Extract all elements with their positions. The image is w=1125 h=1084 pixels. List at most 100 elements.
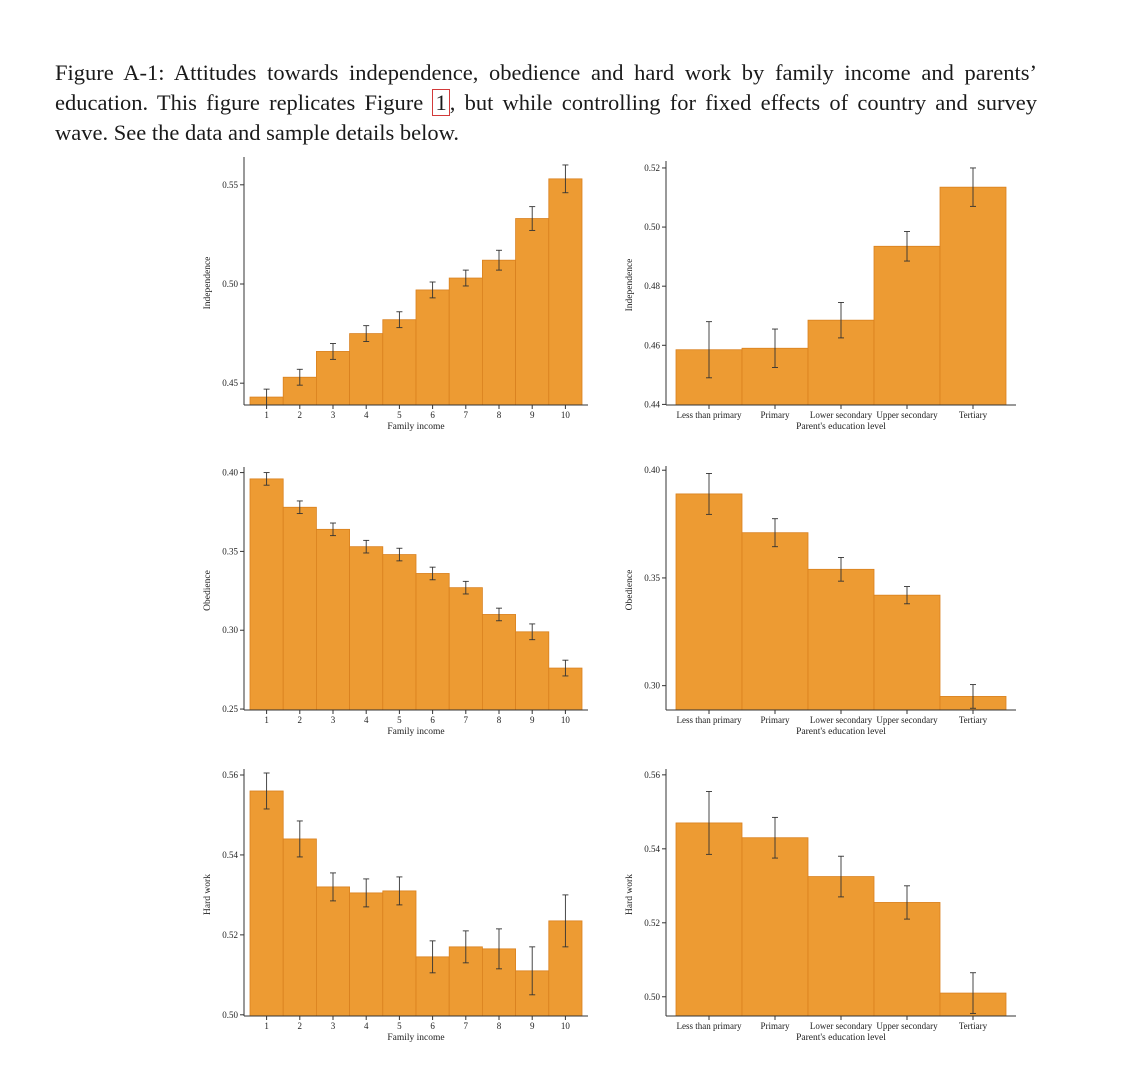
errorbar-income-obedience-4 [363, 539, 370, 554]
x-tick-label: 5 [397, 1021, 402, 1031]
x-tick-label: 7 [464, 715, 469, 725]
bar-income-hardwork-5 [382, 890, 417, 1017]
errorbar-income-independence-7 [462, 269, 469, 287]
bar-income-obedience-8 [481, 614, 516, 711]
errorbar-income-obedience-6 [429, 566, 436, 581]
errorbar-income-obedience-7 [462, 580, 469, 595]
errorbar-income-independence-2 [296, 368, 303, 386]
y-tick-label: 0.40 [644, 465, 660, 475]
x-tick-label: 10 [561, 410, 571, 420]
errorbar-income-hardwork-10 [562, 894, 569, 948]
bar-income-independence-7 [448, 277, 483, 406]
bar-education-obedience-3 [807, 568, 875, 711]
errorbar-income-obedience-8 [496, 607, 502, 622]
x-axis-title: Parent's education level [796, 727, 886, 737]
x-tick-label: 6 [430, 410, 435, 420]
bar-education-independence-4 [873, 245, 941, 406]
bar-education-obedience-2 [741, 532, 809, 711]
x-tick-label: 9 [530, 410, 535, 420]
x-tick-label: 8 [497, 410, 502, 420]
x-tick-label: Less than primary [677, 410, 742, 420]
errorbar-income-hardwork-8 [496, 928, 502, 970]
figure-reference-link[interactable]: 1 [432, 89, 450, 116]
x-tick-label: Tertiary [959, 410, 988, 420]
errorbar-income-obedience-1 [263, 472, 270, 486]
y-tick-label: 0.44 [644, 399, 660, 409]
axes-income-independence [243, 157, 588, 406]
x-tick-label: Less than primary [677, 1021, 742, 1031]
x-axis-title: Family income [387, 727, 444, 737]
y-tick-label: 0.54 [644, 844, 660, 854]
y-tick-label: 0.52 [222, 930, 238, 940]
x-tick-label: Upper secondary [876, 410, 938, 420]
x-axis-title: Parent's education level [796, 422, 886, 432]
errorbar-income-hardwork-1 [263, 772, 270, 810]
bar-income-independence-10 [548, 178, 583, 406]
errorbar-education-obedience-5 [970, 684, 976, 709]
x-tick-label: Lower secondary [810, 1021, 873, 1031]
x-tick-label: 9 [530, 1021, 535, 1031]
errorbar-income-obedience-3 [330, 522, 336, 537]
x-tick-label: Primary [761, 410, 790, 420]
bar-income-independence-5 [382, 319, 417, 406]
y-axis-title: Obedience [625, 570, 635, 611]
x-tick-label: Upper secondary [876, 1021, 938, 1031]
errorbar-income-independence-4 [363, 325, 370, 342]
bar-income-obedience-7 [448, 587, 483, 711]
bar-income-obedience-1 [249, 478, 284, 711]
errorbar-income-independence-3 [330, 343, 336, 360]
x-tick-label: 1 [264, 715, 269, 725]
y-tick-label: 0.50 [222, 1010, 238, 1020]
bar-income-obedience-2 [282, 506, 317, 711]
y-tick-label: 0.52 [644, 163, 660, 173]
bar-income-independence-4 [349, 333, 384, 406]
y-tick-label: 0.25 [222, 704, 238, 714]
chart-income-hardwork: 0.50 0.52 0.54 0.56 1 2 3 4 5 6 7 8 9 10 Family income… [203, 769, 588, 1043]
errorbar-income-obedience-5 [396, 547, 403, 562]
bar-income-hardwork-1 [249, 790, 284, 1017]
x-tick-label: 8 [497, 1021, 502, 1031]
errorbar-income-obedience-10 [562, 659, 569, 677]
x-tick-label: 3 [331, 1021, 336, 1031]
x-tick-label: Tertiary [959, 1021, 988, 1031]
bar-education-hardwork-2 [741, 837, 809, 1017]
bar-income-hardwork-2 [282, 838, 317, 1017]
bar-education-hardwork-3 [807, 876, 875, 1017]
errorbar-education-independence-1 [706, 321, 712, 379]
errorbar-education-obedience-4 [904, 586, 910, 605]
errorbar-income-hardwork-7 [462, 930, 469, 964]
y-tick-label: 0.30 [222, 625, 238, 635]
y-tick-label: 0.35 [222, 546, 238, 556]
y-tick-label: 0.50 [644, 992, 660, 1002]
bar-income-obedience-6 [415, 573, 450, 711]
x-tick-label: 4 [364, 1021, 369, 1031]
bar-income-hardwork-3 [316, 886, 351, 1017]
x-tick-label: 2 [298, 1021, 303, 1031]
y-tick-label: 0.56 [644, 770, 660, 780]
chart-income-obedience: 0.25 0.30 0.35 0.40 1 2 3 4 5 6 7 8 9 10 Family income… [203, 467, 588, 737]
bar-education-hardwork-1 [675, 822, 743, 1017]
errorbar-education-independence-2 [772, 328, 778, 368]
errorbar-income-independence-10 [562, 164, 569, 194]
bar-income-independence-8 [481, 259, 516, 406]
y-axis-title: Hard work [625, 874, 635, 915]
bar-income-hardwork-4 [349, 892, 384, 1017]
x-tick-label: 4 [364, 410, 369, 420]
x-tick-label: 6 [430, 715, 435, 725]
errorbar-income-independence-5 [396, 311, 403, 329]
bar-income-obedience-3 [316, 528, 351, 711]
chart-education-hardwork: 0.50 0.52 0.54 0.56 Less than primary Primary… [625, 769, 1016, 1043]
y-tick-label: 0.56 [222, 770, 238, 780]
x-tick-label: 6 [430, 1021, 435, 1031]
x-axis-title: Parent's education level [796, 1033, 886, 1043]
y-tick-label: 0.30 [644, 681, 660, 691]
caption-text: Figure A-1: Attitudes towards independen… [55, 60, 1037, 115]
y-tick-label: 0.52 [644, 918, 660, 928]
bar-income-independence-6 [415, 289, 450, 406]
bar-education-obedience-1 [675, 493, 743, 711]
x-tick-label: Primary [761, 1021, 790, 1031]
errorbar-education-hardwork-5 [970, 972, 976, 1014]
errorbar-income-hardwork-2 [296, 820, 303, 858]
y-axis-title: Hard work [203, 874, 213, 915]
errorbar-income-hardwork-5 [396, 876, 403, 906]
